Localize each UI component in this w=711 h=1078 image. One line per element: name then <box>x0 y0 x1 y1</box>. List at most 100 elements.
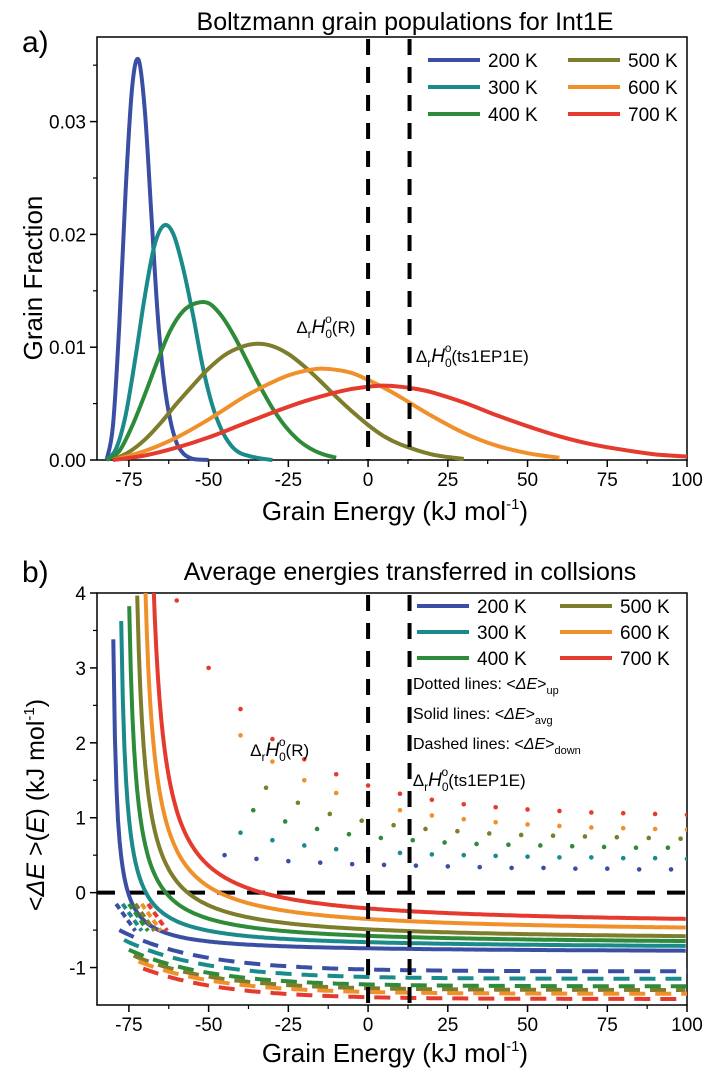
up-dot-1 <box>301 843 307 848</box>
up-dot-0 <box>349 861 355 867</box>
down-line-5 <box>142 966 686 1001</box>
up-dot-5 <box>525 807 530 812</box>
up-dot-5 <box>652 811 658 817</box>
ref-label-1-sup: o <box>445 341 452 355</box>
up-dot-3 <box>327 811 333 817</box>
legend-label-2: 400 K <box>477 649 527 670</box>
up-dot-2 <box>537 843 543 848</box>
up-dot-5 <box>301 756 307 762</box>
up-dot-5 <box>589 810 594 815</box>
y-tick-label-2: 1 <box>75 809 86 830</box>
panel-b-ref-label-1-sup: o <box>442 765 449 779</box>
panel-a-x-axis-label: Grain Energy (kJ mol-1) <box>262 496 528 526</box>
up-dot-5 <box>684 812 687 818</box>
series-line-4 <box>112 366 560 462</box>
x-tick-label-6: 75 <box>597 1015 618 1036</box>
x-tick-label-5: 50 <box>517 1015 538 1036</box>
threshold-dash-0 <box>114 902 137 932</box>
x-tick-label-1: -50 <box>195 470 222 491</box>
note-0-pre: Dotted lines: < <box>413 676 516 693</box>
y-tick-label-4: 3 <box>75 659 86 680</box>
up-dot-1 <box>238 830 243 836</box>
up-dot-5 <box>270 736 275 742</box>
up-dot-0 <box>445 864 451 869</box>
up-dot-0 <box>573 866 578 871</box>
panel-a: a) Boltzmann grain populations for Int1E… <box>18 8 613 526</box>
ref-label-0-sup: o <box>325 312 332 326</box>
panel-a-y-axis-label: Grain Fraction <box>18 196 48 361</box>
up-dot-0 <box>381 862 387 868</box>
x-tick-label-0: -75 <box>115 470 142 491</box>
panel-b-ref-label-1: ΔrH0o(ts1EP1E) <box>413 765 526 794</box>
up-dot-0 <box>286 858 291 864</box>
ref-label-1-sub2: 0 <box>445 356 452 370</box>
x-tick-label-4: 25 <box>437 1015 458 1036</box>
up-dot-1 <box>525 854 530 859</box>
panel-b-x-axis-label-end: ) <box>519 1038 528 1068</box>
up-dot-5 <box>620 810 626 816</box>
panel-b-ref-label-0: ΔrH0o(R) <box>250 735 309 764</box>
panel-b-plot-area <box>97 593 687 1001</box>
legend-label-0: 200 K <box>488 51 538 72</box>
x-tick-label-7: 100 <box>671 470 703 491</box>
up-dot-4 <box>620 825 626 831</box>
panel-a-x-axis-label-sup: -1 <box>506 496 519 513</box>
y-tick-label-2: 0.02 <box>49 225 86 246</box>
x-tick-label-6: 75 <box>597 470 618 491</box>
note-0: Dotted lines: <ΔE>up <box>413 676 559 697</box>
legend-panel-a: 200 K 300 K 400 K 500 K 600 K 700 K <box>428 51 678 126</box>
panel-b-ref-label-1-sub: r <box>424 780 428 794</box>
up-dot-3 <box>263 785 269 791</box>
panel-b-x-axis-label: Grain Energy (kJ mol-1) <box>262 1038 528 1068</box>
note-2-post: > <box>545 736 554 753</box>
panel-b-y-axis-label-mid: >( <box>22 832 50 863</box>
up-dot-1 <box>620 855 626 861</box>
up-dot-1 <box>429 852 435 857</box>
ref-label-1: ΔrH0o(ts1EP1E) <box>416 341 529 370</box>
up-dot-5 <box>429 797 435 803</box>
up-dot-0 <box>254 856 259 862</box>
panel-b-ref-label-0-sub2: 0 <box>279 750 286 764</box>
up-dot-2 <box>633 845 639 850</box>
panel-a-plot-frame <box>96 36 688 461</box>
x-tick-label-7: 100 <box>671 1015 703 1036</box>
y-tick-label-5: 4 <box>75 584 86 605</box>
up-dot-0 <box>636 867 642 872</box>
threshold-dash-4 <box>139 902 163 932</box>
up-dot-5 <box>397 791 403 797</box>
panel-b-y-axis-label-delta: ΔE <box>22 863 50 898</box>
ref-label-1-sub: r <box>427 356 431 370</box>
panel-b-ref-label-1-h: H <box>428 770 442 791</box>
up-dot-0 <box>477 864 483 870</box>
legend-panel-b: 200 K 300 K 400 K 500 K 600 K 700 K <box>417 597 670 670</box>
avg-line-5 <box>151 593 686 921</box>
up-dot-4 <box>684 827 687 833</box>
threshold-dash-2 <box>127 902 150 932</box>
x-tick-label-3: 0 <box>363 470 374 491</box>
up-dot-1 <box>589 855 594 860</box>
note-1: Solid lines: <ΔE>avg <box>413 706 553 727</box>
panel-a-x-axis-label-end: ) <box>519 496 528 526</box>
up-dot-4 <box>589 825 594 830</box>
series-line-1 <box>105 222 273 462</box>
up-dot-2 <box>410 837 416 843</box>
up-dot-4 <box>652 826 658 832</box>
up-dot-0 <box>668 867 674 872</box>
avg-line-4 <box>143 593 686 930</box>
legend-label-1: 300 K <box>477 623 527 644</box>
legend-label-2: 400 K <box>488 105 538 126</box>
panel-b-ref-label-0-delta: Δ <box>250 741 261 760</box>
panel-b-ref-label-1-tail: (ts1EP1E) <box>448 771 525 790</box>
up-dot-5 <box>333 771 339 777</box>
panel-b-title: Average energies transferred in collsion… <box>184 558 637 586</box>
panel-b-ref-label-1-sub2: 0 <box>442 780 449 794</box>
up-dot-2 <box>506 842 511 847</box>
panel-b-x-axis-label-sup: -1 <box>506 1038 519 1055</box>
up-dot-0 <box>541 865 546 871</box>
up-dot-1 <box>397 850 403 856</box>
up-dot-5 <box>493 804 498 810</box>
ref-label-0: ΔrH0o(R) <box>296 312 355 341</box>
note-1-sub: avg <box>535 715 553 727</box>
up-dot-2 <box>601 844 607 850</box>
up-dot-4 <box>270 759 275 764</box>
